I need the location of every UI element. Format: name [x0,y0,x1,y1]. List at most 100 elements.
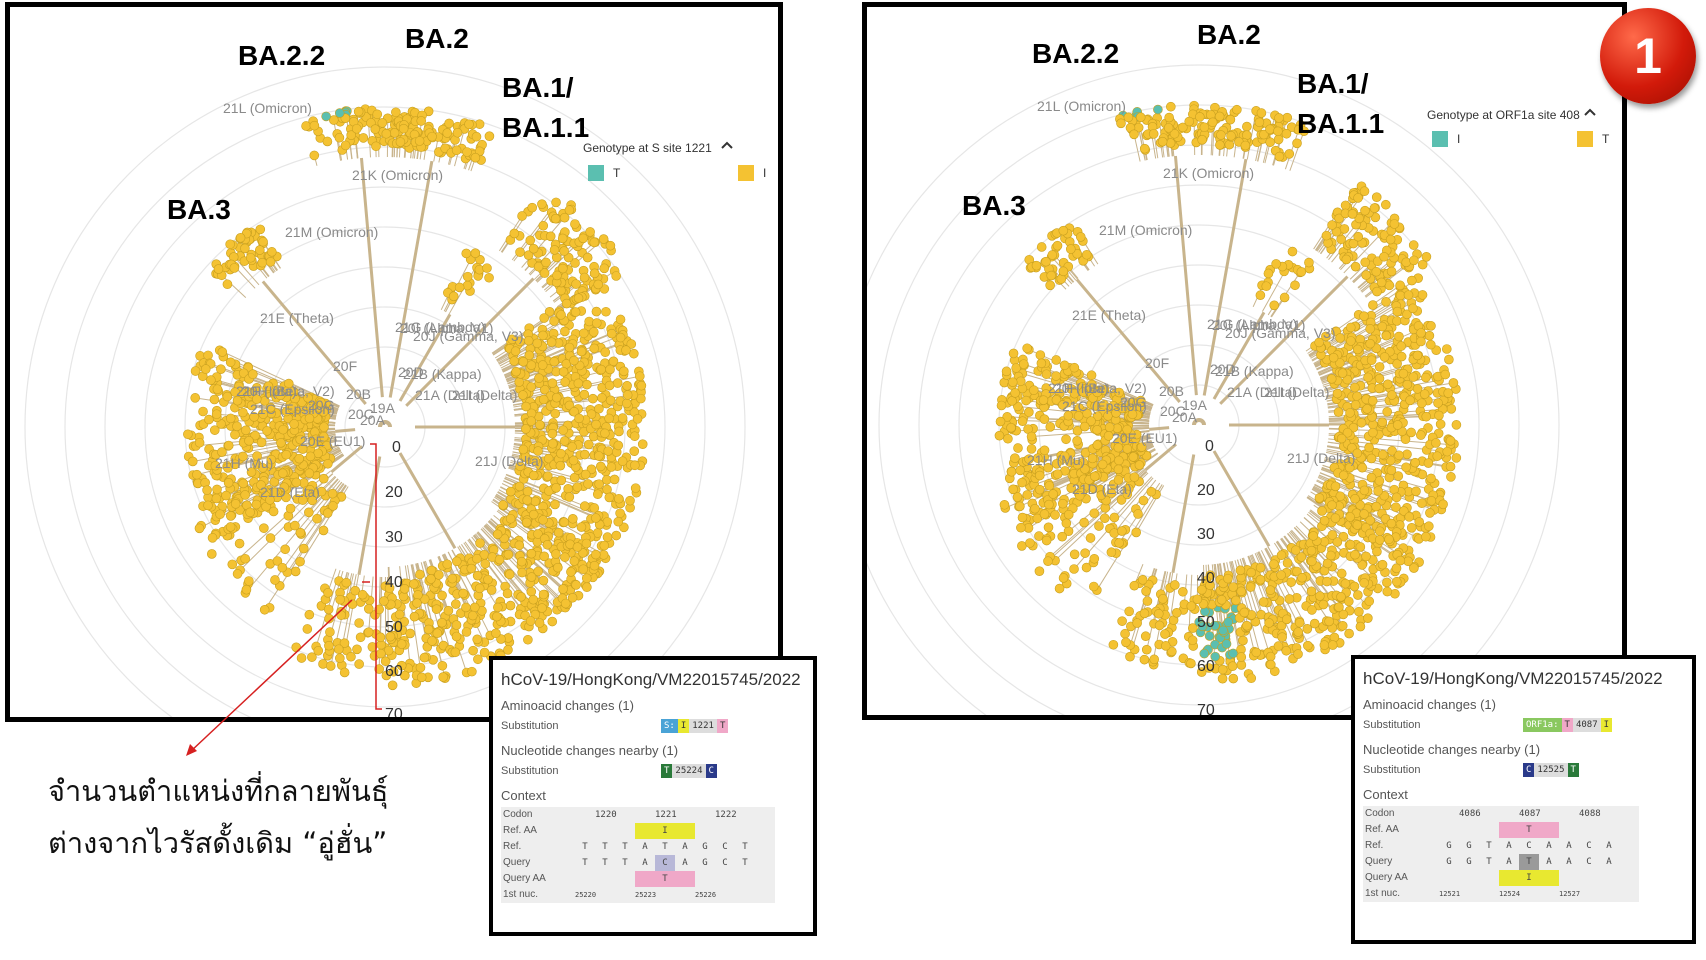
tree-tip[interactable] [416,116,427,126]
tree-tip[interactable] [594,479,604,489]
tree-tip[interactable] [570,219,580,229]
tree-tip[interactable] [391,107,401,118]
tree-tip[interactable] [544,306,555,317]
tree-tip[interactable] [608,356,619,367]
tree-tip[interactable] [617,413,628,423]
tree-tip[interactable] [442,128,453,138]
tree-tip[interactable] [528,243,539,254]
tree-tip[interactable] [322,136,333,147]
tree-tip[interactable] [573,293,584,303]
tree-tip[interactable] [523,250,534,260]
tree-tip[interactable] [498,500,508,510]
tree-tip[interactable] [509,228,520,239]
tree-tip[interactable] [611,271,621,281]
tree-tip[interactable] [265,257,276,267]
tree-tip[interactable] [579,449,590,460]
tree-tip[interactable] [549,356,560,367]
tree-tip[interactable] [448,291,459,302]
tree-tip[interactable] [353,106,364,117]
tree-tip[interactable] [541,257,551,268]
tree-tip[interactable] [377,118,388,128]
tree-tip[interactable] [321,111,331,122]
tree-tip[interactable] [358,133,369,143]
tree-tip[interactable] [564,205,575,215]
tree-tip[interactable] [255,224,266,235]
tree-tip[interactable] [235,233,246,243]
tree-tip[interactable] [614,426,624,437]
tree-tip[interactable] [334,108,345,118]
tree-tip[interactable] [543,453,554,464]
tree-tip[interactable] [589,237,600,248]
tree-tip[interactable] [371,141,381,152]
tree-tip[interactable] [452,127,463,138]
tree-tip[interactable] [558,263,568,274]
tree-tip[interactable] [372,109,383,120]
tree-tip[interactable] [582,252,593,263]
tree-tip[interactable] [540,384,550,395]
tree-tip[interactable] [398,123,409,134]
tree-tip[interactable] [346,130,357,140]
tree-tip[interactable] [462,147,472,157]
tree-tip[interactable] [470,152,481,163]
tree-tip[interactable] [515,461,525,472]
tree-tip[interactable] [556,475,567,486]
tree-tip[interactable] [626,339,637,349]
tree-tip[interactable] [351,123,362,134]
tree-tip[interactable] [542,471,553,481]
tree-tip[interactable] [267,247,277,257]
tree-tip[interactable] [538,220,549,231]
tree-tip[interactable] [245,252,256,263]
tree-tip[interactable] [309,150,320,161]
tree-tip[interactable] [328,115,339,125]
tree-tip[interactable] [454,282,465,293]
tree-tip[interactable] [549,316,559,326]
tree-tip[interactable] [309,120,320,131]
tree-tip[interactable] [515,247,525,257]
tree-tip[interactable] [213,264,224,274]
tree-tip[interactable] [414,136,425,146]
tree-tip[interactable] [482,263,492,273]
tree-tip[interactable] [545,231,556,242]
tree-tip[interactable] [484,272,494,283]
tree-tips[interactable] [183,104,648,691]
tree-tip[interactable] [484,131,495,141]
tree-tip[interactable] [517,211,527,221]
tree-tip[interactable] [395,137,406,147]
tree-tip[interactable] [370,124,381,134]
tree-tip[interactable] [589,268,600,279]
tree-tip[interactable] [579,272,590,283]
tree-tip[interactable] [605,240,616,251]
tree-tip[interactable] [552,270,562,281]
tree-tip[interactable] [570,258,580,268]
tree-tip[interactable] [556,310,566,320]
tree-tip[interactable] [229,263,240,273]
tree-tip[interactable] [557,233,568,244]
tree-tip[interactable] [550,408,561,419]
tree-tip[interactable] [559,246,569,256]
tree-tip[interactable] [547,378,558,388]
tree-tip[interactable] [561,298,572,309]
tree-tip[interactable] [255,245,265,255]
tree-tip[interactable] [525,235,536,246]
tree-tip[interactable] [585,227,595,237]
tree-tip[interactable] [258,236,268,247]
tree-tip[interactable] [462,271,473,282]
tree-tip[interactable] [225,239,235,250]
tree-tip[interactable] [599,263,610,274]
tree-tip[interactable] [527,202,538,213]
tree-tip[interactable] [559,212,570,223]
tree-tip[interactable] [533,261,544,272]
tree-tip[interactable] [451,145,462,156]
tree-tip[interactable] [222,279,233,290]
tree-tip[interactable] [381,128,392,139]
tree-tip[interactable] [514,481,525,492]
tree-tip[interactable] [461,248,472,259]
tree-tip[interactable] [606,462,617,472]
tree-tip[interactable] [240,243,250,254]
tree-tip[interactable] [579,389,590,400]
tree-tip[interactable] [551,197,561,208]
tree-tip[interactable] [578,233,588,244]
tree-tip[interactable] [340,140,351,151]
tree-tip[interactable] [471,131,482,142]
tree-tip[interactable] [537,199,547,209]
